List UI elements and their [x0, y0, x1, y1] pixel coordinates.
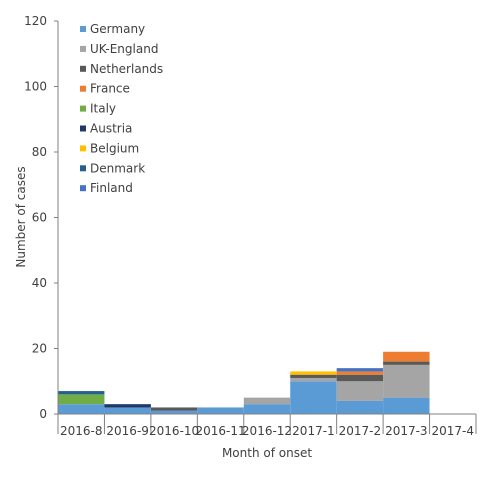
bar-segment-netherlands-2017-1: [290, 374, 337, 378]
legend-label-belgium: Belgium: [90, 141, 139, 155]
bar-segment-netherlands-2016-10: [150, 407, 198, 411]
bar-segment-uk-england-2017-2: [336, 381, 384, 401]
legend-label-austria: Austria: [90, 122, 132, 136]
bar-segment-germany-2017-3: [383, 397, 430, 415]
x-tick-label: 2016-9: [106, 424, 149, 438]
legend-label-netherlands: Netherlands: [90, 62, 163, 76]
legend-swatch-germany: [80, 26, 86, 32]
y-tick-label: 80: [32, 145, 47, 159]
x-tick-label: 2017-2: [339, 424, 382, 438]
bar-segment-uk-england-2017-3: [383, 364, 430, 398]
x-tick-label: 2016-10: [149, 424, 199, 438]
legend-swatch-finland: [80, 185, 86, 192]
bar-segment-belgium-2017-1: [290, 371, 337, 375]
x-tick-label: 2017-3: [385, 424, 428, 438]
bar-segment-germany-2016-11: [197, 407, 244, 414]
legend-label-france: France: [90, 82, 130, 96]
x-tick-label: 2016-11: [195, 424, 245, 438]
y-tick-label: 20: [32, 342, 47, 356]
x-tick-label: 2017-1: [292, 424, 335, 438]
bar-segment-germany-2016-9: [104, 407, 151, 414]
bar-segment-france-2017-3: [383, 351, 430, 362]
y-tick-label: 40: [32, 276, 47, 290]
legend: Germany UK-England Netherlands France Italy A…: [80, 22, 163, 195]
legend-swatch-austria: [80, 125, 86, 132]
bar-segment-austria-2016-9: [104, 404, 151, 408]
bar-segment-france-2017-2: [336, 371, 384, 375]
bar-segment-germany-2016-8: [58, 404, 105, 414]
legend-swatch-uk-england: [80, 45, 86, 52]
bar-segment-netherlands-2017-2: [336, 374, 384, 382]
legend-label-denmark: Denmark: [90, 161, 145, 175]
bar-segment-uk-england-2016-12: [243, 397, 291, 405]
legend-swatch-france: [80, 85, 86, 92]
bar-segment-germany-2017-2: [336, 400, 384, 414]
legend-swatch-netherlands: [80, 65, 86, 72]
bar-segment-uk-england-2017-1: [290, 377, 337, 382]
bar-segment-germany-2016-10: [150, 410, 198, 414]
bar-segment-denmark-2016-8: [58, 391, 105, 395]
x-tick-label: 2016-8: [60, 424, 103, 438]
legend-label-italy: Italy: [90, 102, 116, 116]
x-tick-label: 2016-12: [242, 424, 292, 438]
legend-swatch-denmark: [80, 165, 86, 172]
bar-segment-germany-2016-12: [243, 404, 291, 414]
legend-label-uk-england: UK-England: [90, 42, 158, 56]
x-axis-title: Month of onset: [222, 446, 312, 460]
bar-segment-finland-2017-2: [336, 368, 384, 372]
legend-label-finland: Finland: [90, 181, 133, 195]
bar-segment-netherlands-2017-3: [383, 361, 430, 365]
y-tick-label: 60: [32, 211, 47, 225]
y-tick-label: 100: [24, 80, 47, 94]
bars-layer: [58, 351, 430, 415]
bar-segment-germany-2017-1: [290, 381, 337, 414]
legend-swatch-belgium: [80, 145, 86, 152]
bar-segment-italy-2016-8: [58, 394, 105, 405]
y-tick-label: 0: [39, 407, 47, 421]
y-axis-title: Number of cases: [14, 166, 28, 267]
legend-swatch-italy: [80, 105, 86, 112]
y-tick-label: 120: [24, 14, 47, 28]
legend-label-germany: Germany: [90, 22, 145, 36]
x-tick-label: 2017-4: [432, 424, 475, 438]
